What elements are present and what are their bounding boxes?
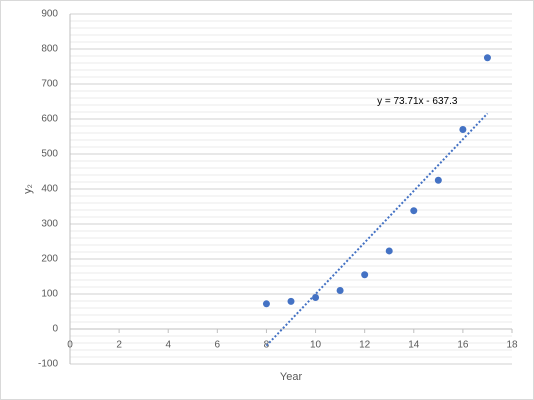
data-point bbox=[410, 207, 418, 215]
data-point bbox=[262, 300, 270, 308]
y-tick-label: 200 bbox=[41, 254, 58, 265]
data-point bbox=[385, 247, 393, 255]
x-tick-label: 14 bbox=[408, 340, 420, 351]
data-point bbox=[287, 297, 295, 305]
trendline-label: y = 73.71x - 637.3 bbox=[377, 96, 458, 107]
data-point bbox=[434, 176, 442, 184]
data-point bbox=[336, 287, 344, 294]
x-tick-label: 2 bbox=[116, 340, 122, 351]
y-tick-label: 100 bbox=[41, 289, 58, 300]
x-tick-label: 10 bbox=[310, 340, 322, 351]
x-axis-label: Year bbox=[280, 371, 303, 383]
x-tick-label: 12 bbox=[359, 340, 371, 351]
data-point bbox=[483, 54, 491, 62]
y-tick-label: 700 bbox=[41, 79, 58, 90]
y-tick-label: 0 bbox=[52, 324, 58, 335]
data-point bbox=[459, 126, 467, 133]
x-tick-label: 18 bbox=[506, 340, 518, 351]
y-tick-label: 500 bbox=[41, 149, 58, 160]
y-tick-label: 300 bbox=[41, 219, 58, 230]
data-point bbox=[312, 294, 320, 301]
x-tick-label: 6 bbox=[215, 340, 221, 351]
y-axis-label: y₂ bbox=[22, 184, 34, 194]
data-point bbox=[361, 271, 369, 279]
y-tick-label: -100 bbox=[38, 359, 58, 370]
x-tick-label: 16 bbox=[457, 340, 469, 351]
x-tick-label: 0 bbox=[67, 340, 73, 351]
x-tick-label: 4 bbox=[165, 340, 171, 351]
y-tick-label: 900 bbox=[41, 9, 58, 20]
y-tick-label: 600 bbox=[41, 114, 58, 125]
y-tick-label: 800 bbox=[41, 44, 58, 55]
trendline bbox=[265, 112, 489, 347]
y-tick-label: 400 bbox=[41, 184, 58, 195]
